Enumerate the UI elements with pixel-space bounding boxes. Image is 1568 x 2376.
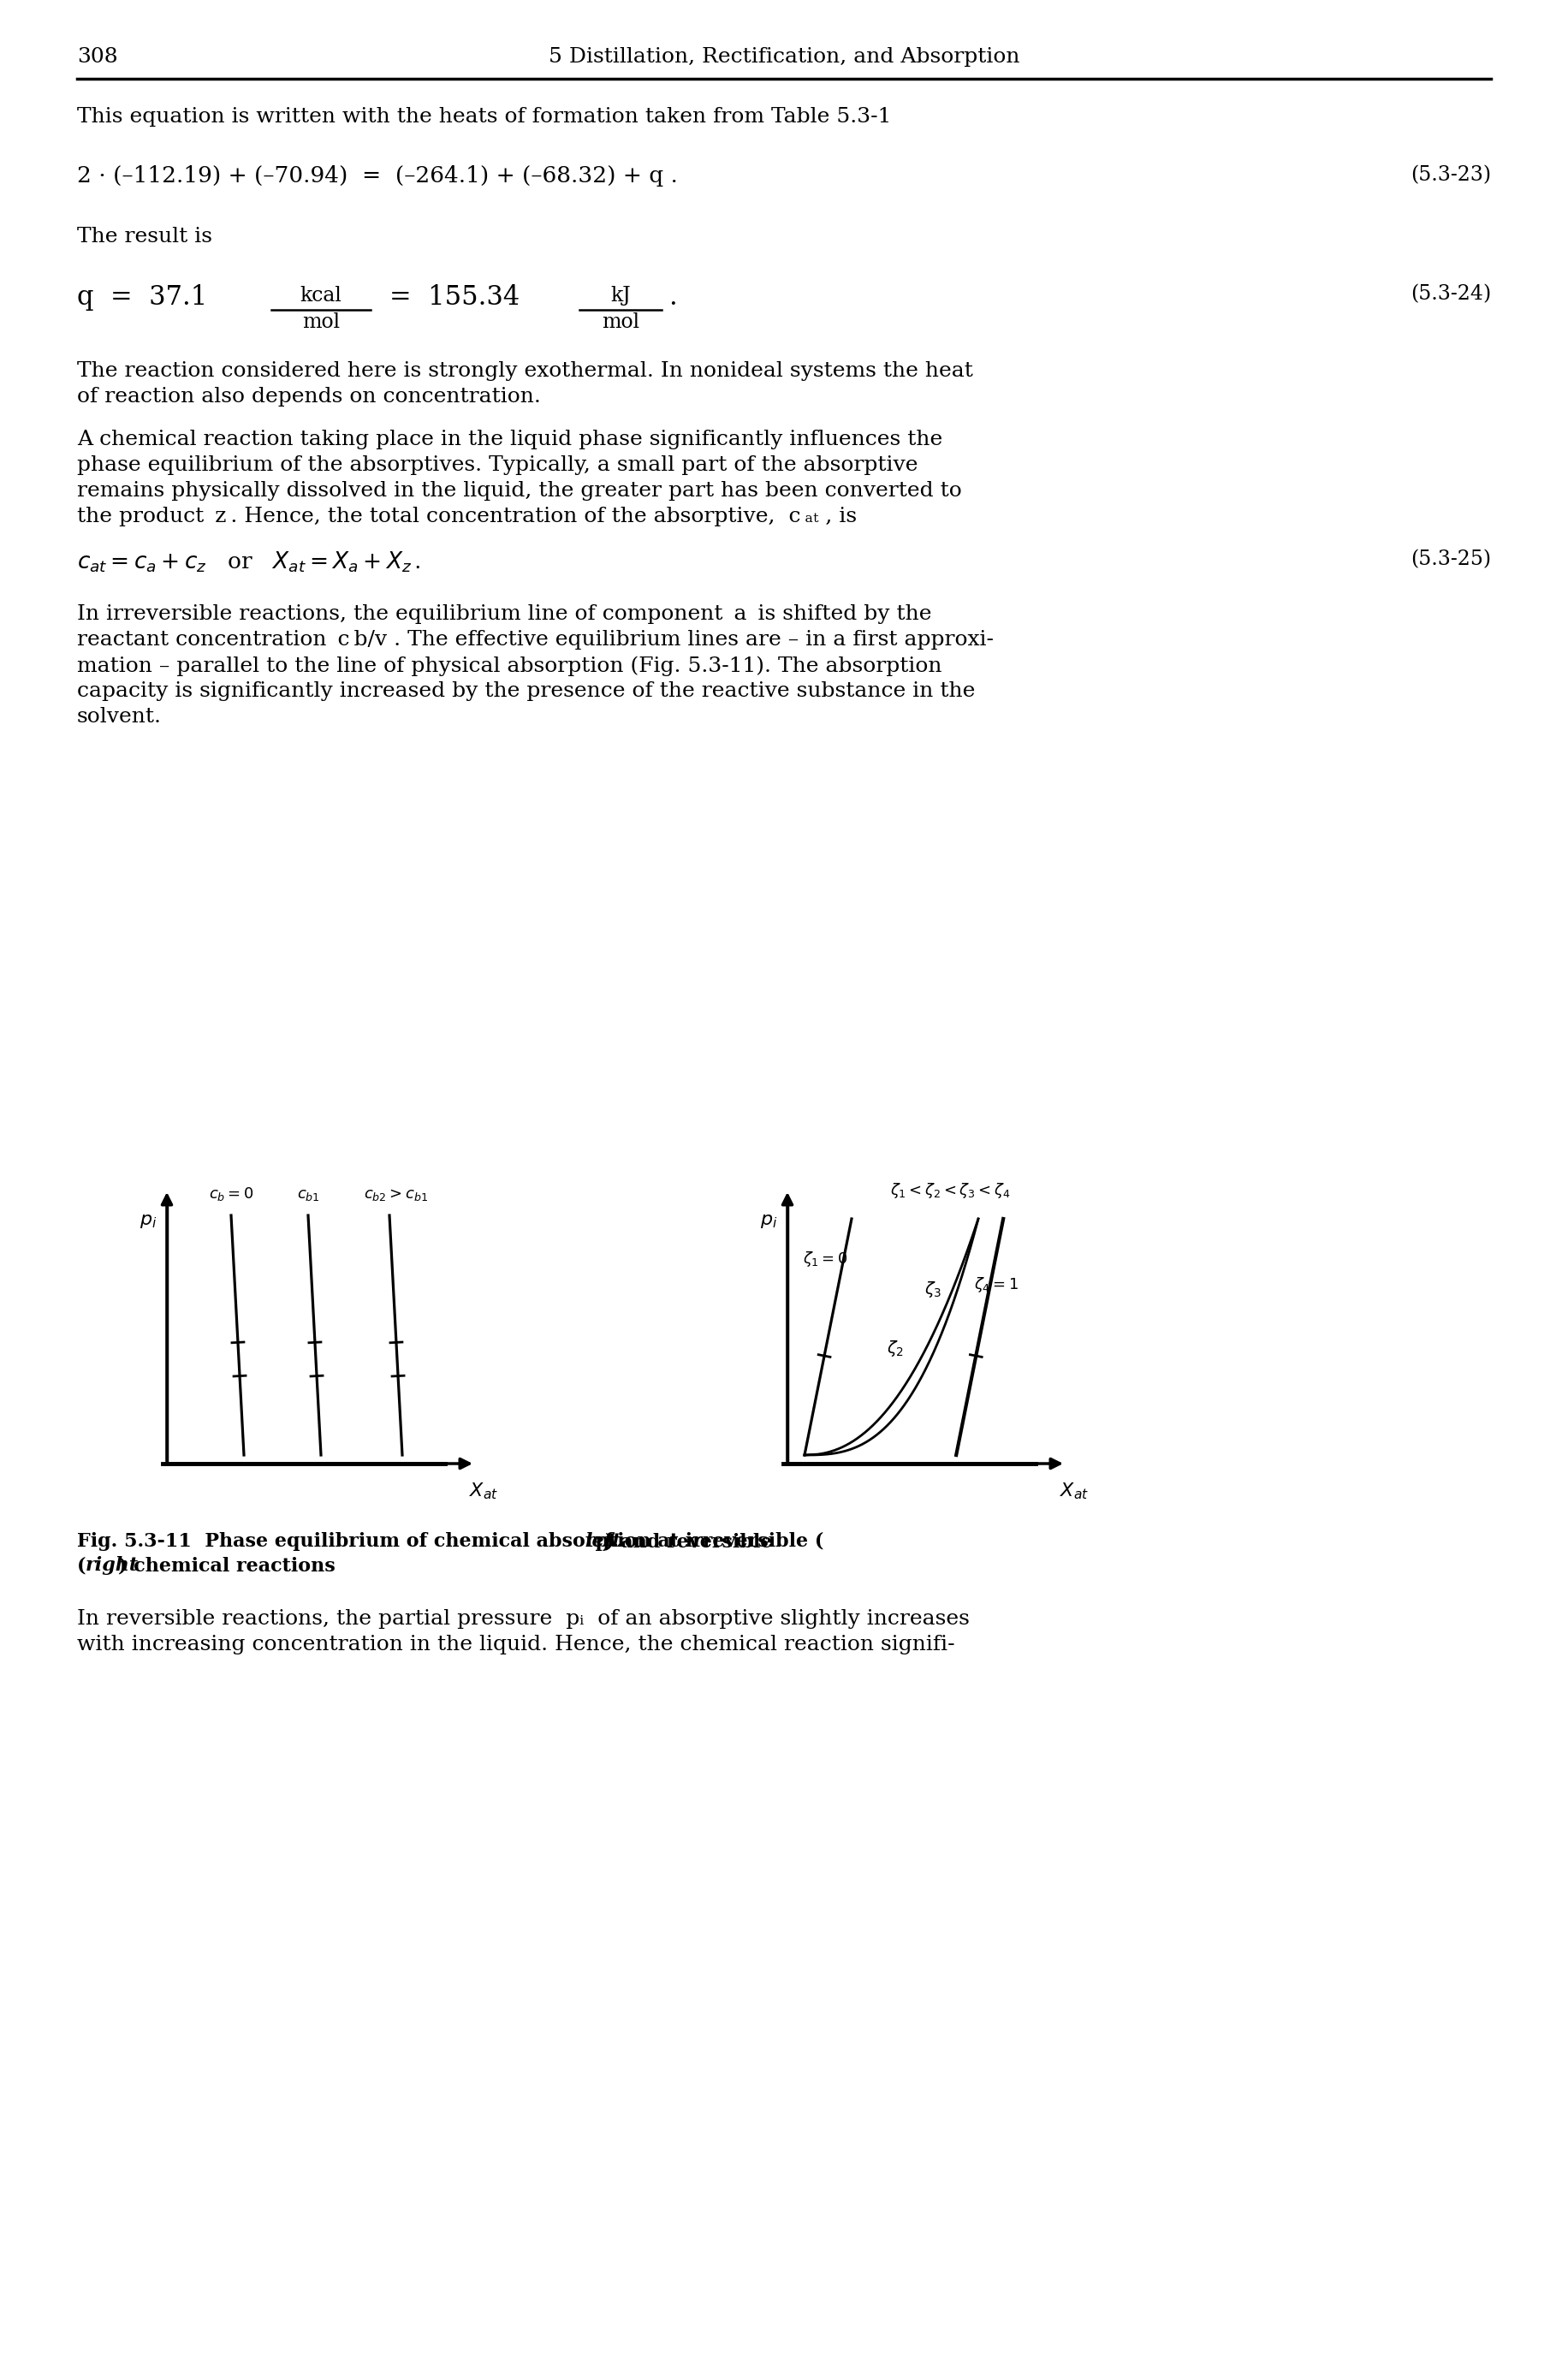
Text: The result is: The result is [77, 226, 212, 247]
Text: In reversible reactions, the partial pressure  pᵢ  of an absorptive slightly inc: In reversible reactions, the partial pre… [77, 1609, 969, 1630]
Text: $c_{at} = c_a + c_z$   or   $X_{at} = X_a + X_z\,.$: $c_{at} = c_a + c_z$ or $X_{at} = X_a + … [77, 549, 420, 575]
Text: ) chemical reactions: ) chemical reactions [118, 1556, 336, 1575]
Text: capacity is significantly increased by the presence of the reactive substance in: capacity is significantly increased by t… [77, 682, 975, 701]
Text: $X_{at}$: $X_{at}$ [1060, 1480, 1088, 1502]
Text: mation – parallel to the line of physical absorption (Fig. 5.3-11). The absorpti: mation – parallel to the line of physica… [77, 656, 942, 675]
Text: of reaction also depends on concentration.: of reaction also depends on concentratio… [77, 387, 541, 406]
Text: right: right [86, 1556, 138, 1575]
Text: (5.3-25): (5.3-25) [1410, 549, 1491, 570]
Text: 308: 308 [77, 48, 118, 67]
Text: A chemical reaction taking place in the liquid phase significantly influences th: A chemical reaction taking place in the … [77, 430, 942, 449]
Text: $p_i$: $p_i$ [140, 1212, 157, 1231]
Text: the product  z . Hence, the total concentration of the absorptive,  c ₐₜ , is: the product z . Hence, the total concent… [77, 506, 856, 527]
Text: $\zeta_1{=}0$: $\zeta_1{=}0$ [803, 1250, 848, 1269]
Text: $\zeta_4{=}1$: $\zeta_4{=}1$ [974, 1276, 1018, 1295]
Text: .: . [668, 285, 677, 311]
Text: Fig. 5.3-11  Phase equilibrium of chemical absorption at irreversible (: Fig. 5.3-11 Phase equilibrium of chemica… [77, 1533, 823, 1552]
Text: $\zeta_3$: $\zeta_3$ [924, 1278, 941, 1300]
Text: kJ: kJ [610, 285, 630, 307]
Text: $\zeta_1 < \zeta_2 < \zeta_3 < \zeta_4$: $\zeta_1 < \zeta_2 < \zeta_3 < \zeta_4$ [891, 1181, 1010, 1200]
Text: (5.3-23): (5.3-23) [1410, 166, 1491, 185]
Text: phase equilibrium of the absorptives. Typically, a small part of the absorptive: phase equilibrium of the absorptives. Ty… [77, 456, 917, 475]
Text: remains physically dissolved in the liquid, the greater part has been converted : remains physically dissolved in the liqu… [77, 480, 961, 501]
Text: reactant concentration  c b/v . The effective equilibrium lines are – in a first: reactant concentration c b/v . The effec… [77, 630, 994, 649]
Text: q  =  37.1: q = 37.1 [77, 285, 207, 311]
Text: $c_{b1}$: $c_{b1}$ [296, 1188, 320, 1202]
Text: $X_{at}$: $X_{at}$ [469, 1480, 499, 1502]
Text: kcal: kcal [299, 285, 342, 307]
Text: $p_i$: $p_i$ [759, 1212, 778, 1231]
Text: The reaction considered here is strongly exothermal. In nonideal systems the hea: The reaction considered here is strongly… [77, 361, 974, 380]
Text: mol: mol [303, 311, 340, 333]
Text: (: ( [77, 1556, 86, 1575]
Text: mol: mol [602, 311, 640, 333]
Text: This equation is written with the heats of formation taken from Table 5.3-1: This equation is written with the heats … [77, 107, 891, 126]
Text: ) and reversible: ) and reversible [605, 1533, 771, 1552]
Text: 5 Distillation, Rectification, and Absorption: 5 Distillation, Rectification, and Absor… [549, 48, 1019, 67]
Text: In irreversible reactions, the equilibrium line of component  a  is shifted by t: In irreversible reactions, the equilibri… [77, 604, 931, 625]
Text: left: left [585, 1533, 621, 1552]
Text: $c_b{=}0$: $c_b{=}0$ [209, 1186, 254, 1202]
Text: 2 · (–112.19) + (–70.94)  =  (–264.1) + (–68.32) + q .: 2 · (–112.19) + (–70.94) = (–264.1) + (–… [77, 166, 677, 188]
Text: $\zeta_2$: $\zeta_2$ [887, 1338, 903, 1359]
Text: =  155.34: = 155.34 [389, 285, 519, 311]
Text: solvent.: solvent. [77, 708, 162, 727]
Text: with increasing concentration in the liquid. Hence, the chemical reaction signif: with increasing concentration in the liq… [77, 1635, 955, 1654]
Text: (5.3-24): (5.3-24) [1410, 285, 1491, 304]
Text: $c_{b2}{>}c_{b1}$: $c_{b2}{>}c_{b1}$ [364, 1188, 428, 1202]
